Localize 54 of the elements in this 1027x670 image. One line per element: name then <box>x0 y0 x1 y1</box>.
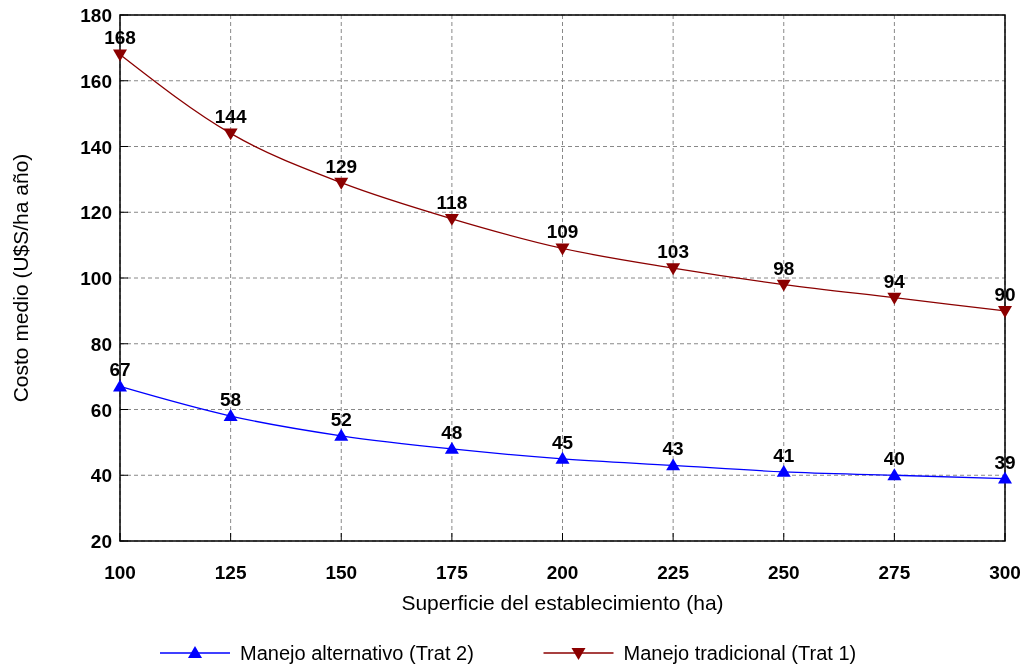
data-label: 98 <box>773 257 795 279</box>
y-tick-label: 60 <box>90 399 112 421</box>
point <box>555 243 570 256</box>
point <box>998 471 1012 484</box>
y-tick-label: 180 <box>80 5 112 26</box>
data-label: 144 <box>214 106 247 128</box>
point <box>666 263 681 276</box>
y-axis-title: Costo medio (U$S/ha año) <box>9 153 32 403</box>
point <box>887 292 902 305</box>
x-tick-label: 200 <box>546 562 579 583</box>
x-tick-label: 225 <box>657 562 690 583</box>
point <box>113 379 127 392</box>
y-tick-label: 20 <box>90 531 112 552</box>
data-label: 45 <box>551 431 574 453</box>
point <box>998 305 1012 318</box>
data-label: 118 <box>436 191 468 213</box>
point <box>113 49 127 62</box>
x-tick-label: 250 <box>767 562 800 583</box>
x-tick-label: 125 <box>214 562 247 583</box>
data-label: 40 <box>883 448 905 470</box>
data-label: 58 <box>220 389 242 411</box>
y-tick-label: 160 <box>80 70 112 92</box>
point <box>776 279 791 292</box>
x-tick-label: 300 <box>989 562 1021 583</box>
x-tick-label: 175 <box>436 562 469 583</box>
point <box>444 213 459 226</box>
point <box>223 128 238 141</box>
data-label: 109 <box>546 221 579 243</box>
point <box>555 451 570 464</box>
x-tick-label: 100 <box>104 562 136 583</box>
data-label: 43 <box>662 438 684 460</box>
data-label: 103 <box>657 241 689 263</box>
y-tick-label: 40 <box>90 465 112 487</box>
point <box>334 428 349 441</box>
x-axis-title: Superficie del establecimiento (ha) <box>401 591 724 614</box>
data-label: 52 <box>330 408 352 430</box>
legend-label: Manejo tradicional (Trat 1) <box>623 642 857 664</box>
point <box>887 468 902 481</box>
data-label: 129 <box>325 155 358 177</box>
point <box>444 441 459 454</box>
x-tick-label: 275 <box>878 562 911 583</box>
data-label: 48 <box>441 421 463 443</box>
point <box>334 177 349 190</box>
y-tick-label: 80 <box>90 333 112 355</box>
point <box>666 458 681 471</box>
data-label: 94 <box>883 270 906 292</box>
x-tick-label: 150 <box>325 562 358 583</box>
legend-label: Manejo alternativo (Trat 2) <box>240 642 474 664</box>
y-tick-label: 140 <box>80 136 112 158</box>
data-label: 41 <box>773 444 795 466</box>
y-tick-label: 120 <box>80 202 112 224</box>
point <box>776 464 791 477</box>
y-tick-label: 100 <box>80 268 112 289</box>
point <box>223 409 238 421</box>
